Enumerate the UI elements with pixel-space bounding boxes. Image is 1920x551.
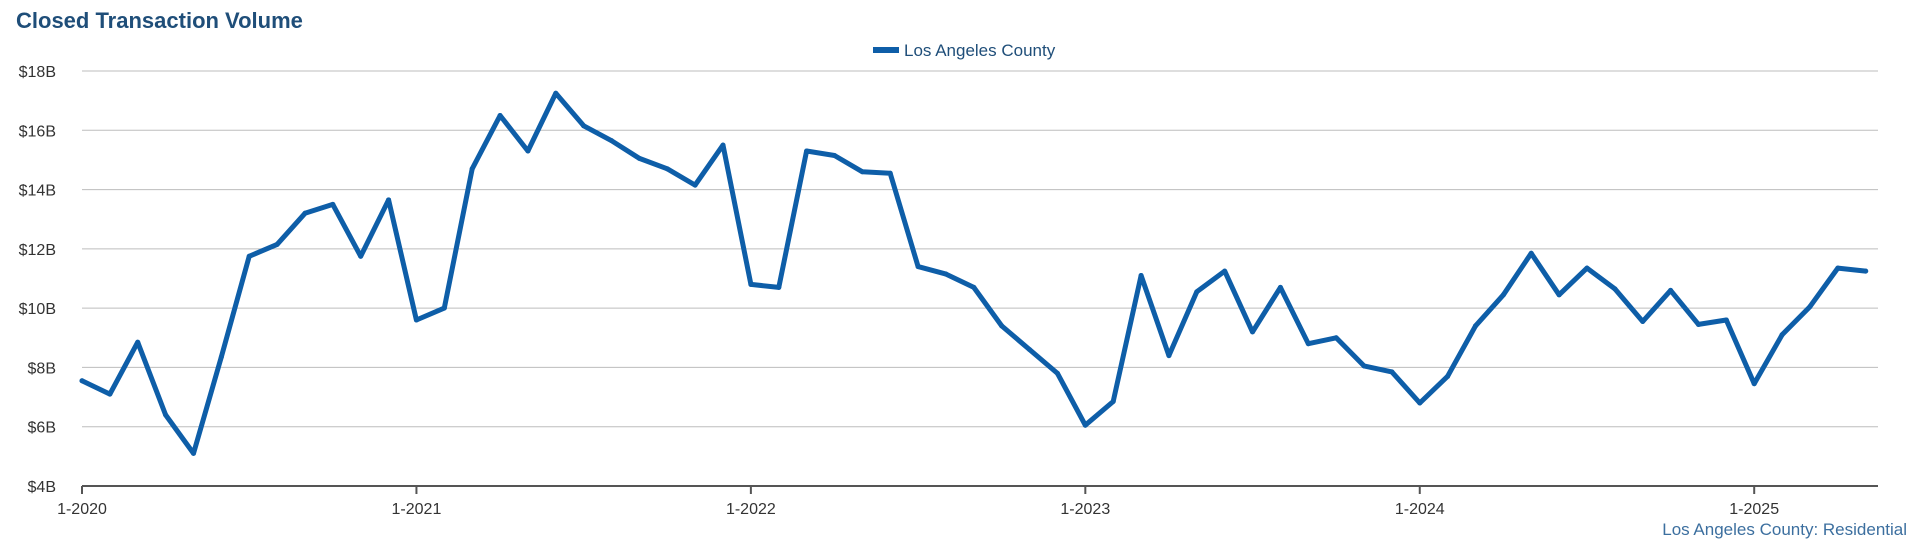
data-point[interactable]: [1277, 284, 1283, 290]
data-point[interactable]: [79, 378, 85, 384]
y-tick-label: $6B: [28, 420, 56, 437]
data-point[interactable]: [887, 170, 893, 176]
data-point[interactable]: [1389, 369, 1395, 375]
legend-label[interactable]: Los Angeles County: [904, 41, 1056, 60]
data-point[interactable]: [999, 323, 1005, 329]
legend[interactable]: Los Angeles County: [873, 41, 1056, 60]
data-point[interactable]: [1445, 373, 1451, 379]
x-tick-label: 1-2024: [1395, 501, 1445, 518]
data-point[interactable]: [1835, 265, 1841, 271]
data-point[interactable]: [1863, 268, 1869, 274]
data-point[interactable]: [330, 201, 336, 207]
data-point[interactable]: [1361, 363, 1367, 369]
y-tick-label: $16B: [19, 123, 56, 140]
data-point[interactable]: [441, 305, 447, 311]
x-tick-label: 1-2020: [57, 501, 107, 518]
data-point[interactable]: [1556, 292, 1562, 298]
x-axis: 1-2020 1-2021 1-2022 1-2023 1-2024 1-2025: [57, 485, 1878, 518]
y-tick-label: $12B: [19, 242, 56, 259]
data-point[interactable]: [609, 138, 615, 144]
y-axis-ticks: $4B $6B $8B $10B $12B $14B $16B $18B: [19, 64, 56, 496]
data-point[interactable]: [720, 142, 726, 148]
data-point[interactable]: [190, 450, 196, 456]
data-point[interactable]: [1612, 286, 1618, 292]
data-point[interactable]: [1138, 273, 1144, 279]
y-tick-label: $4B: [28, 479, 56, 496]
y-tick-label: $8B: [28, 360, 56, 377]
data-point[interactable]: [1222, 268, 1228, 274]
data-point[interactable]: [776, 284, 782, 290]
data-point[interactable]: [1779, 332, 1785, 338]
data-point[interactable]: [636, 155, 642, 161]
data-point[interactable]: [358, 253, 364, 259]
data-point[interactable]: [1333, 335, 1339, 341]
x-tick-label: 1-2022: [726, 501, 776, 518]
data-point[interactable]: [553, 90, 559, 96]
data-point[interactable]: [1751, 381, 1757, 387]
data-point[interactable]: [525, 148, 531, 154]
data-point[interactable]: [413, 317, 419, 323]
data-point[interactable]: [581, 123, 587, 129]
data-point[interactable]: [1723, 317, 1729, 323]
gridlines: [82, 70, 1878, 428]
data-point[interactable]: [1473, 323, 1478, 329]
data-point[interactable]: [1027, 347, 1033, 353]
data-point[interactable]: [971, 284, 977, 290]
data-point[interactable]: [664, 166, 670, 172]
data-point[interactable]: [692, 182, 698, 188]
data-point[interactable]: [1528, 250, 1534, 256]
data-point[interactable]: [748, 281, 754, 287]
data-point[interactable]: [1110, 399, 1116, 405]
data-point[interactable]: [274, 241, 280, 247]
y-tick-label: $10B: [19, 301, 56, 318]
data-point[interactable]: [135, 339, 141, 345]
y-tick-label: $14B: [19, 183, 56, 200]
data-point[interactable]: [1584, 265, 1590, 271]
data-point[interactable]: [107, 391, 113, 397]
data-point[interactable]: [1807, 304, 1813, 310]
data-point[interactable]: [386, 197, 392, 203]
data-point[interactable]: [1082, 422, 1088, 428]
x-tick-label: 1-2025: [1729, 501, 1779, 518]
data-point[interactable]: [1695, 321, 1701, 327]
x-tick-label: 1-2021: [392, 501, 442, 518]
data-point[interactable]: [1166, 353, 1172, 359]
data-point[interactable]: [1500, 292, 1506, 298]
data-point[interactable]: [163, 412, 169, 418]
data-point[interactable]: [1668, 287, 1674, 293]
data-point[interactable]: [246, 253, 252, 259]
y-tick-label: $18B: [19, 64, 56, 81]
legend-swatch[interactable]: [873, 47, 899, 53]
data-point[interactable]: [831, 152, 837, 158]
data-point[interactable]: [943, 271, 949, 277]
data-point[interactable]: [218, 354, 224, 360]
data-point[interactable]: [915, 264, 921, 270]
x-tick-label: 1-2023: [1060, 501, 1110, 518]
data-point[interactable]: [1417, 400, 1423, 406]
chart-title: Closed Transaction Volume: [16, 8, 303, 33]
series-line-los-angeles-county: [79, 90, 1869, 456]
series-group: [79, 90, 1869, 456]
source-label: Los Angeles County: Residential: [1662, 520, 1907, 539]
data-point[interactable]: [1640, 318, 1646, 324]
data-point[interactable]: [302, 210, 308, 216]
data-point[interactable]: [469, 166, 475, 172]
data-point[interactable]: [497, 112, 503, 118]
data-point[interactable]: [1194, 289, 1200, 295]
data-point[interactable]: [1250, 329, 1256, 335]
data-point[interactable]: [859, 169, 865, 175]
data-point[interactable]: [1054, 370, 1060, 376]
data-point[interactable]: [1305, 341, 1311, 347]
data-point[interactable]: [804, 148, 810, 154]
